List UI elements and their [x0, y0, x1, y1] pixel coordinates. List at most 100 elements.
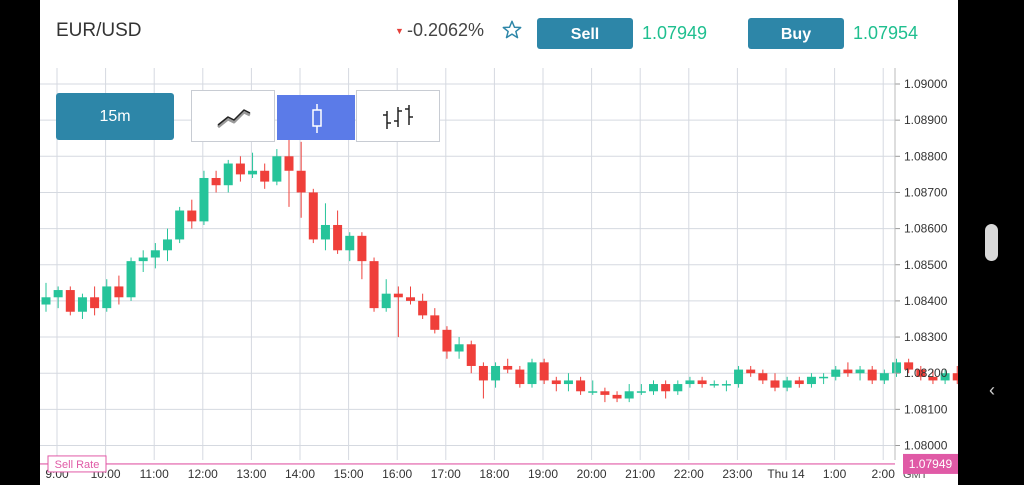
- time-label: 23:00: [722, 467, 752, 481]
- candle-body: [843, 369, 853, 374]
- candle-body: [260, 170, 270, 182]
- time-label: 13:00: [236, 467, 266, 481]
- time-label: 14:00: [285, 467, 315, 481]
- time-label: 1:00: [823, 467, 847, 481]
- candle-body: [90, 297, 100, 309]
- candle-body: [734, 369, 744, 385]
- sell-rate-value-badge: [903, 453, 958, 474]
- price-label: 1.08600: [904, 222, 948, 236]
- candle-body: [855, 369, 865, 374]
- candle-body: [466, 344, 476, 366]
- chevron-left-icon[interactable]: ‹: [989, 380, 995, 400]
- candle-body: [357, 235, 367, 262]
- time-label: 20:00: [577, 467, 607, 481]
- price-label: 1.08200: [904, 366, 948, 380]
- time-label: 21:00: [625, 467, 655, 481]
- candle-body: [381, 293, 391, 309]
- candle-body: [114, 286, 124, 298]
- time-label: 19:00: [528, 467, 558, 481]
- ohlc-chart-icon: [383, 105, 413, 129]
- trading-screen: EUR/USD ▼ -0.2062% Sell 1.07949 Buy 1.07…: [40, 0, 958, 485]
- pair-title: EUR/USD: [56, 20, 142, 41]
- time-label: 18:00: [479, 467, 509, 481]
- candle-body: [333, 224, 343, 251]
- sell-rate-tag: [47, 455, 107, 473]
- sell-rate-value: 1.07949: [909, 457, 953, 471]
- candle-body: [612, 394, 622, 399]
- candle-body: [661, 384, 671, 392]
- candle-body: [806, 376, 816, 385]
- candle-body: [284, 156, 294, 171]
- chart-axes: 1.09000 1.08900 1.08800 1.08700 1.08600 1.085…: [40, 68, 958, 481]
- time-label: 17:00: [431, 467, 461, 481]
- candle-body: [503, 365, 513, 370]
- candle-body: [393, 293, 403, 298]
- candle-body: [697, 380, 707, 385]
- candle-body: [709, 384, 719, 386]
- time-label: 11:00: [140, 467, 169, 481]
- candle-body: [150, 250, 160, 258]
- price-label: 1.09000: [904, 77, 948, 91]
- candle-body: [235, 163, 245, 175]
- candle-body: [442, 329, 452, 352]
- price-label: 1.08700: [904, 185, 948, 199]
- candle-body: [928, 376, 938, 381]
- down-arrow-icon: ▼: [395, 26, 404, 36]
- candle-body: [175, 210, 185, 240]
- candlestick-icon: [312, 104, 322, 133]
- candle-body: [539, 362, 549, 381]
- candle-body: [952, 373, 958, 381]
- candle-body: [308, 192, 318, 240]
- price-label: 1.08300: [904, 330, 948, 344]
- candle-body: [527, 362, 537, 385]
- price-label: 1.08000: [904, 439, 948, 453]
- candle-body: [223, 163, 233, 186]
- candle-body: [721, 384, 731, 386]
- line-chart-button[interactable]: [191, 90, 275, 142]
- candlestick-chart[interactable]: 1.09000 1.08900 1.08800 1.08700 1.08600 1.085…: [40, 68, 958, 485]
- sell-button[interactable]: Sell: [537, 18, 633, 49]
- candle-body: [892, 362, 901, 374]
- candle-body: [478, 365, 488, 381]
- candle-body: [673, 384, 683, 392]
- candle-body: [758, 373, 768, 381]
- price-label: 1.08400: [904, 294, 948, 308]
- candle-body: [211, 177, 221, 186]
- candle-body: [770, 380, 780, 388]
- candle-body: [576, 380, 586, 392]
- candle-body: [904, 362, 914, 370]
- timeframe-button[interactable]: 15m: [56, 93, 174, 140]
- time-label: 2:00: [872, 467, 896, 481]
- candlestick-chart-button[interactable]: [277, 95, 355, 140]
- candle-body: [272, 156, 282, 182]
- ohlc-chart-button[interactable]: [356, 90, 440, 142]
- star-icon[interactable]: [501, 19, 523, 41]
- candle-body: [102, 286, 112, 309]
- change-percent: -0.2062%: [407, 20, 485, 40]
- candle-body: [369, 261, 379, 309]
- price-label: 1.08500: [904, 258, 948, 272]
- sell-price: 1.07949: [642, 23, 708, 43]
- candle-body: [636, 391, 646, 393]
- candle-body: [454, 344, 464, 352]
- time-label: 15:00: [334, 467, 364, 481]
- candle-body: [248, 170, 258, 175]
- candle-body: [588, 391, 598, 393]
- candle-body: [563, 380, 573, 385]
- candle-body: [345, 235, 355, 251]
- buy-button[interactable]: Buy: [748, 18, 844, 49]
- candle-body: [199, 177, 209, 222]
- time-label: 12:00: [188, 467, 218, 481]
- candle-body: [685, 380, 695, 385]
- candle-body: [53, 290, 63, 298]
- candle-body: [782, 380, 792, 388]
- candle-body: [126, 261, 136, 298]
- scroll-handle[interactable]: [985, 224, 998, 261]
- time-label: 22:00: [674, 467, 704, 481]
- candle-body: [649, 384, 658, 392]
- price-label: 1.08800: [904, 149, 948, 163]
- line-chart-icon: [217, 109, 251, 129]
- candle-body: [320, 224, 330, 240]
- candle-body: [138, 257, 148, 262]
- candle-body: [418, 300, 428, 316]
